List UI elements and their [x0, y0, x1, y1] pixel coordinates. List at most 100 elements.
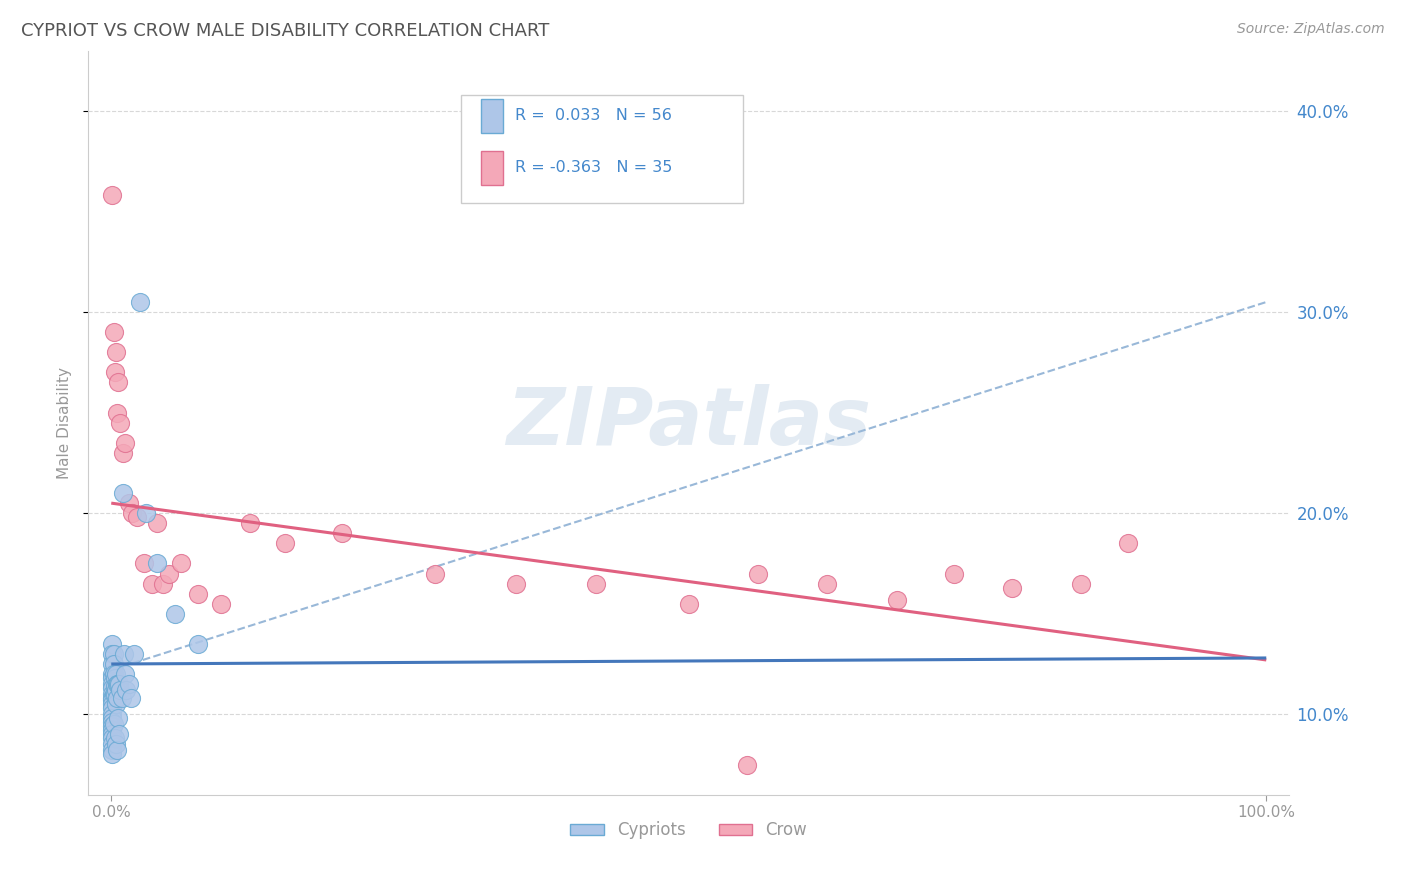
Point — [423, 566, 446, 581]
Point — [101, 188, 124, 202]
Point — [104, 671, 127, 685]
Point — [121, 506, 143, 520]
Point — [110, 683, 132, 698]
Point — [152, 576, 174, 591]
Point — [187, 586, 209, 600]
Point — [101, 687, 124, 701]
Point — [107, 376, 129, 390]
Point — [114, 435, 136, 450]
Point — [101, 637, 124, 651]
Point — [239, 516, 262, 531]
Point — [103, 717, 125, 731]
Text: ZIPatlas: ZIPatlas — [506, 384, 872, 462]
Point — [103, 657, 125, 671]
Point — [112, 647, 135, 661]
Point — [101, 697, 124, 711]
Point — [104, 738, 127, 752]
Point — [101, 711, 124, 725]
Point — [105, 406, 128, 420]
Point — [114, 667, 136, 681]
Point — [101, 738, 124, 752]
Point — [273, 536, 295, 550]
FancyBboxPatch shape — [481, 99, 502, 133]
Text: R =  0.033   N = 56: R = 0.033 N = 56 — [515, 108, 672, 123]
Point — [117, 496, 139, 510]
Point — [103, 687, 125, 701]
Point — [101, 747, 124, 762]
Point — [115, 683, 138, 698]
Point — [105, 743, 128, 757]
Point — [104, 687, 127, 701]
Point — [129, 295, 152, 310]
Point — [163, 607, 186, 621]
Y-axis label: Male Disability: Male Disability — [58, 367, 72, 479]
Point — [678, 597, 700, 611]
Point — [101, 743, 124, 757]
Point — [135, 506, 157, 520]
Point — [101, 719, 124, 733]
Point — [132, 557, 155, 571]
Point — [886, 592, 908, 607]
Point — [101, 693, 124, 707]
Point — [101, 715, 124, 730]
Point — [103, 325, 125, 339]
Point — [585, 576, 607, 591]
Point — [815, 576, 838, 591]
Point — [101, 647, 124, 661]
Point — [101, 667, 124, 681]
Point — [146, 516, 169, 531]
Point — [101, 701, 124, 715]
Point — [101, 677, 124, 691]
Point — [1070, 576, 1092, 591]
Point — [103, 667, 125, 681]
Point — [1116, 536, 1139, 550]
FancyBboxPatch shape — [481, 151, 502, 185]
Text: CYPRIOT VS CROW MALE DISABILITY CORRELATION CHART: CYPRIOT VS CROW MALE DISABILITY CORRELAT… — [21, 22, 550, 40]
Point — [101, 671, 124, 685]
Point — [1001, 581, 1024, 595]
Point — [187, 637, 209, 651]
Point — [111, 446, 134, 460]
Point — [104, 366, 127, 380]
Point — [146, 557, 169, 571]
Text: Source: ZipAtlas.com: Source: ZipAtlas.com — [1237, 22, 1385, 37]
Point — [105, 677, 128, 691]
Point — [101, 723, 124, 738]
Point — [735, 757, 758, 772]
Point — [330, 526, 353, 541]
Point — [104, 731, 127, 746]
Point — [111, 486, 134, 500]
Point — [101, 681, 124, 695]
Point — [169, 557, 191, 571]
Point — [157, 566, 180, 581]
Point — [101, 731, 124, 746]
Point — [104, 345, 127, 359]
Point — [108, 677, 131, 691]
Point — [107, 677, 129, 691]
Point — [120, 691, 142, 706]
Point — [104, 697, 127, 711]
Point — [104, 683, 127, 698]
Legend: Cypriots, Crow: Cypriots, Crow — [564, 814, 814, 846]
Point — [111, 691, 134, 706]
Point — [124, 647, 146, 661]
Point — [104, 679, 127, 693]
Point — [108, 727, 131, 741]
Point — [101, 691, 124, 706]
Point — [110, 416, 132, 430]
Point — [101, 657, 124, 671]
Text: R = -0.363   N = 35: R = -0.363 N = 35 — [515, 161, 672, 176]
Point — [141, 576, 163, 591]
Point — [505, 576, 527, 591]
Point — [101, 707, 124, 722]
Point — [103, 647, 125, 661]
Point — [747, 566, 769, 581]
Point — [105, 691, 128, 706]
Point — [101, 727, 124, 741]
Point — [117, 677, 139, 691]
Point — [943, 566, 966, 581]
Point — [107, 711, 129, 725]
FancyBboxPatch shape — [461, 95, 742, 203]
Point — [104, 667, 127, 681]
Point — [125, 510, 148, 524]
